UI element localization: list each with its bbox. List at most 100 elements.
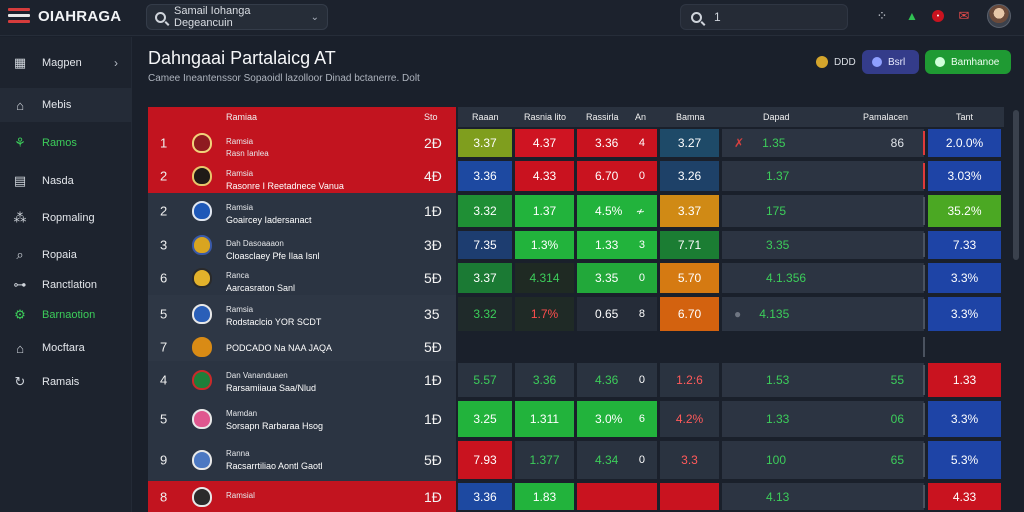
- building-icon: ▦: [13, 55, 27, 70]
- stat-cell: 4.1.356: [722, 263, 924, 293]
- column-header[interactable]: Rasnia lito: [524, 112, 567, 122]
- team-cell: 7 PODCADO Na NAA JAQA 5Ð: [148, 333, 456, 361]
- table-scrollbar[interactable]: [1013, 110, 1019, 260]
- stat-cell: 1.33 06: [722, 401, 924, 437]
- stat-value: 1.35: [762, 136, 786, 150]
- stat-cell: 1.53 55: [722, 363, 924, 397]
- team-name[interactable]: Mamdan Sorsapn Rarbaraa Hsog: [226, 408, 323, 432]
- table-row[interactable]: 2 Ramsia Goaircey Iadersanact 1Ð 3.32 1.37 4.5…: [148, 193, 1004, 229]
- app-logo[interactable]: OIAHRAGA: [8, 6, 121, 26]
- stat-value: 3.03%: [947, 169, 982, 183]
- sidebar-item[interactable]: ↻ Ramais: [0, 365, 132, 399]
- user-avatar[interactable]: [987, 4, 1011, 28]
- sidebar-item[interactable]: ⊶ Ranctlation: [0, 268, 132, 302]
- stat-cell: 7.33: [928, 231, 1001, 259]
- alert-triangle-icon[interactable]: ▲: [906, 9, 918, 23]
- column-header[interactable]: An: [635, 112, 647, 122]
- column-header[interactable]: Dapad: [763, 112, 790, 122]
- search-icon: [155, 11, 166, 23]
- team-name[interactable]: PODCADO Na NAA JAQA: [226, 342, 332, 354]
- team-name[interactable]: Ranna Racsarrtiliao Aontl Gaotl: [226, 448, 323, 472]
- team-crest-icon: [192, 486, 212, 507]
- sidebar-item[interactable]: ⁂ Ropmaling: [0, 201, 132, 235]
- stat-value: 4.36: [595, 373, 619, 387]
- grid-icon[interactable]: ⁘: [876, 8, 888, 23]
- team-cell: 6 Ranca Aarcasraton Sanl 5Ð: [148, 261, 456, 295]
- stat-value: 3.37: [473, 271, 497, 285]
- stat-value: 3.3%: [950, 307, 979, 321]
- sidebar-item[interactable]: ⌕ Ropaia: [0, 238, 132, 272]
- team-name[interactable]: Dan Vananduaen Rarsamiiaua Saa/Nlud: [226, 370, 316, 394]
- team-name[interactable]: Ramsia Rodstaclcio YOR SCDT: [226, 304, 321, 328]
- column-header[interactable]: Pamalacen: [863, 112, 909, 122]
- stat-cell: 4.33: [515, 161, 574, 191]
- team-name-main: Rasonre I Reetadnece Vanua: [226, 181, 344, 191]
- team-cell: 2 Ramsia Rasonre I Reetadnece Vanua 4Ð: [148, 159, 456, 193]
- team-name-main: Goaircey Iadersanact: [226, 215, 312, 225]
- table-row[interactable]: 4 Dan Vananduaen Rarsamiiaua Saa/Nlud 1Ð 5.5…: [148, 361, 1004, 399]
- stat-value: 4.135: [759, 307, 790, 321]
- sidebar-item-label: Mocftara: [42, 342, 85, 354]
- sidebar-item[interactable]: ⌂ Mebis: [0, 88, 132, 122]
- message-icon[interactable]: ✉: [958, 8, 970, 23]
- league-dropdown[interactable]: Samail Iohanga Degeancuin ⌄: [146, 4, 328, 30]
- stat-cell: 4.33: [928, 483, 1001, 510]
- coin-badge[interactable]: DDD: [812, 50, 860, 74]
- stat-extra: 0: [638, 374, 645, 386]
- global-search-input[interactable]: 1: [680, 4, 848, 30]
- row-divider: [923, 365, 925, 395]
- column-header[interactable]: Raaan: [472, 112, 499, 122]
- sidebar-item[interactable]: ⚙ Barnaotion: [0, 298, 132, 332]
- table-row[interactable]: 8 Ramsial 1Ð 3.36 1.83 4.13 4.33: [148, 481, 1004, 512]
- stat-value: 35.2%: [947, 204, 982, 218]
- team-name[interactable]: Ranca Aarcasraton Sanl: [226, 270, 295, 294]
- blue-action-button[interactable]: Bsrl: [862, 50, 919, 74]
- column-header[interactable]: Ramiaa: [226, 112, 258, 122]
- green-action-button[interactable]: Bamhanoe: [925, 50, 1011, 74]
- team-cell: 4 Dan Vananduaen Rarsamiiaua Saa/Nlud 1Ð: [148, 361, 456, 399]
- stat-extra: 4: [638, 137, 645, 149]
- sidebar-item[interactable]: ▤ Nasda: [0, 164, 132, 198]
- column-header[interactable]: Rassirla: [586, 112, 619, 122]
- column-header[interactable]: Tant: [956, 112, 974, 122]
- table-row[interactable]: 3 Dah Dasoaaaon Cloasclaey Pfe Ilaa Isnl 3Ð…: [148, 229, 1004, 261]
- stat-cell: [577, 483, 657, 510]
- stat-cell: 3.03%: [928, 161, 1001, 191]
- stat-value: 5.57: [473, 373, 497, 387]
- rank-number: 7: [160, 339, 168, 355]
- stat-value: 0.65: [595, 307, 619, 321]
- share-icon: ⚘: [14, 135, 26, 150]
- stat-cell: 5.57: [458, 363, 512, 397]
- sidebar-item[interactable]: ▦ Magpen ›: [0, 46, 132, 80]
- table-row[interactable]: 5 Mamdan Sorsapn Rarbaraa Hsog 1Ð 3.25 1.311 3…: [148, 399, 1004, 439]
- stat-cell: 2.0.0%: [928, 129, 1001, 157]
- table-row[interactable]: 9 Ranna Racsarrtiliao Aontl Gaotl 5Ð 7.93 1.3…: [148, 439, 1004, 481]
- team-name[interactable]: Ramsia Goaircey Iadersanact: [226, 202, 312, 226]
- stat-value: 1.37: [532, 204, 557, 218]
- sidebar-item[interactable]: ⚘ Ramos: [0, 126, 132, 160]
- row-divider: [923, 163, 925, 189]
- team-name[interactable]: Ramsia Rasonre I Reetadnece Vanua: [226, 168, 344, 192]
- stat-cell: 7.35: [458, 231, 512, 259]
- team-crest-icon: [192, 235, 212, 255]
- rank-number: 5: [160, 306, 168, 322]
- stat-cell: 1.37: [515, 195, 574, 227]
- table-row[interactable]: 7 PODCADO Na NAA JAQA 5Ð: [148, 333, 1004, 361]
- status-dot-icon: ●: [734, 307, 742, 321]
- team-name[interactable]: Ramsial: [226, 490, 255, 502]
- table-row[interactable]: 6 Ranca Aarcasraton Sanl 5Ð 3.37 4.314 3.35 0 5.…: [148, 261, 1004, 295]
- stat-cell: 6.70: [660, 297, 719, 331]
- team-cell: 3 Dah Dasoaaaon Cloasclaey Pfe Ilaa Isnl 3Ð: [148, 229, 456, 261]
- column-header[interactable]: Bamna: [676, 112, 705, 122]
- team-cell: 8 Ramsial 1Ð: [148, 481, 456, 512]
- team-score: 1Ð: [424, 203, 442, 219]
- sidebar-item[interactable]: ⌂ Mocftara: [0, 331, 132, 365]
- table-row[interactable]: 2 Ramsia Rasonre I Reetadnece Vanua 4Ð 3.36 4…: [148, 159, 1004, 193]
- row-divider: [923, 233, 925, 257]
- column-header[interactable]: Sto: [424, 112, 438, 122]
- table-row[interactable]: 5 Ramsia Rodstaclcio YOR SCDT 35 3.32 1.7% 0.6…: [148, 295, 1004, 333]
- notification-badge-icon[interactable]: •: [932, 10, 944, 22]
- team-name[interactable]: Dah Dasoaaaon Cloasclaey Pfe Ilaa Isnl: [226, 238, 320, 262]
